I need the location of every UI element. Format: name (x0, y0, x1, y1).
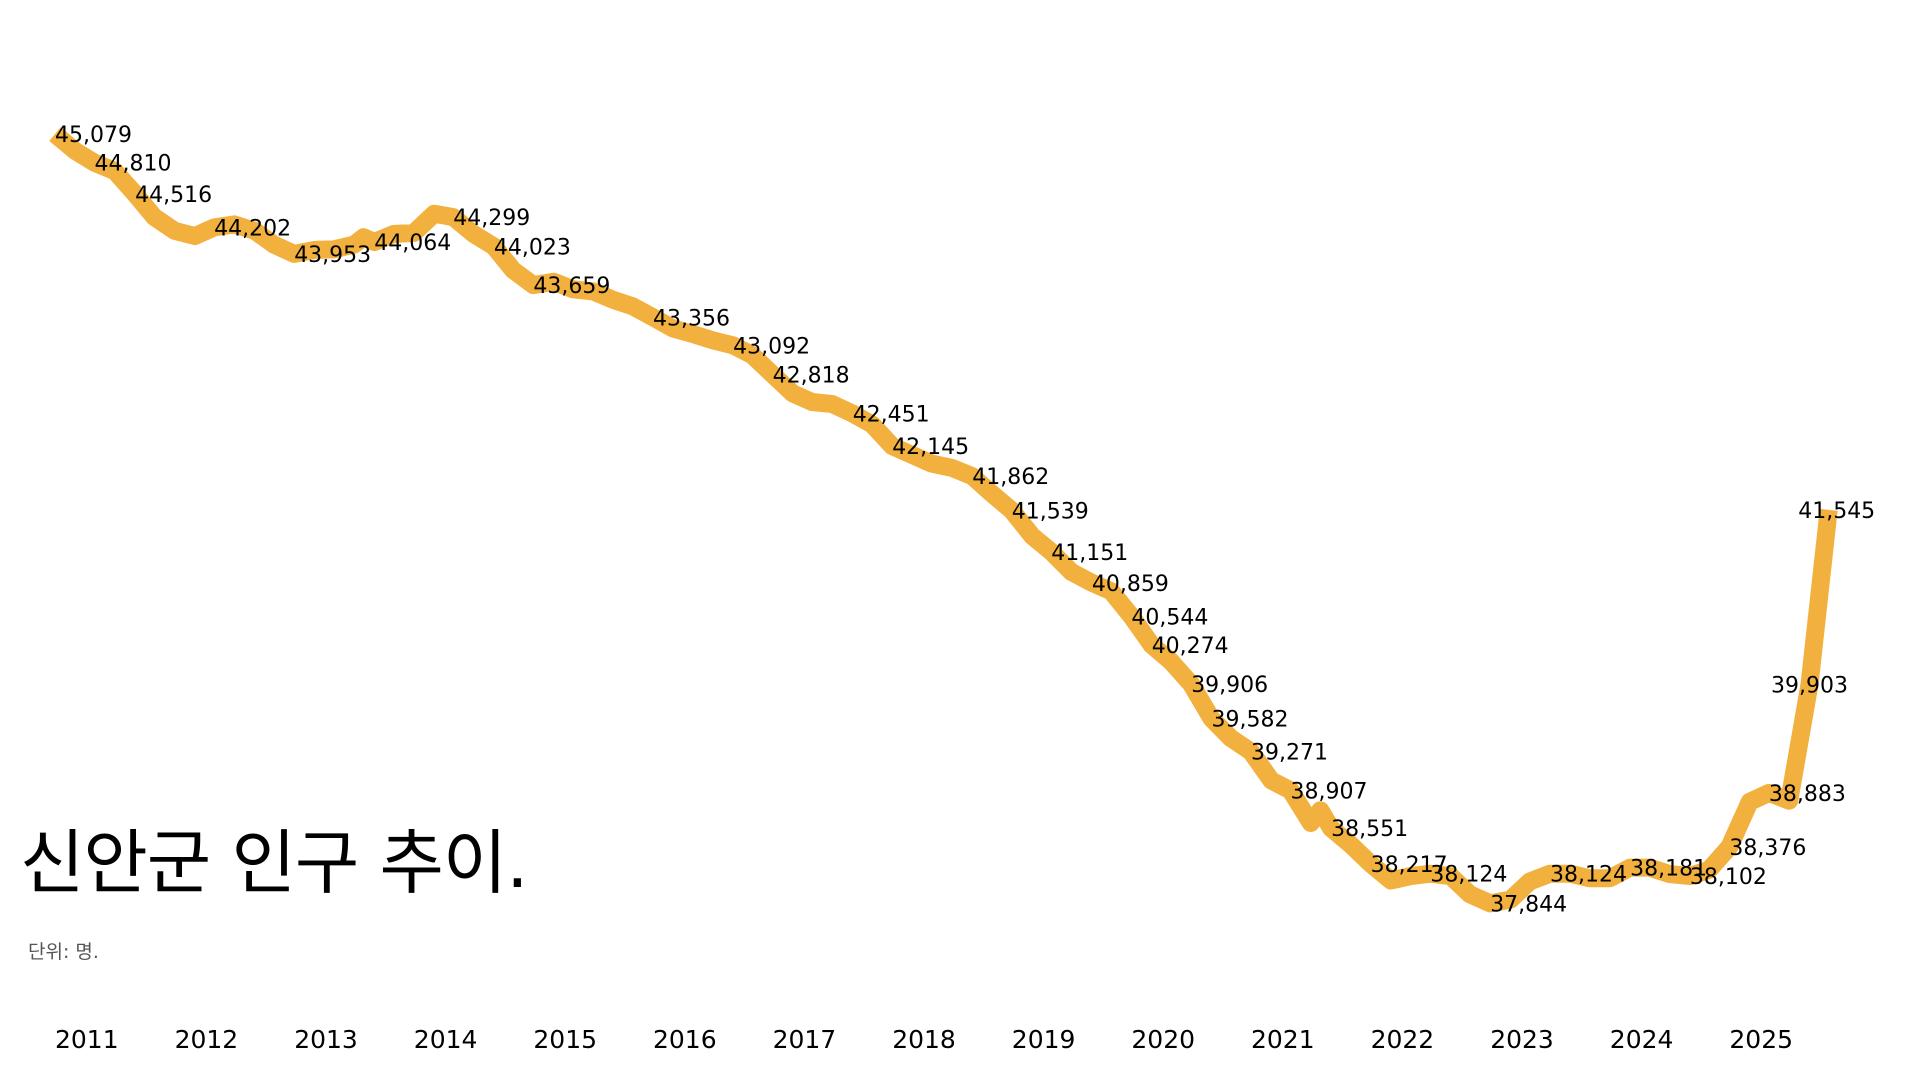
data-label: 38,217 (1371, 853, 1448, 878)
x-tick-label: 2020 (1131, 1025, 1195, 1054)
data-label: 39,271 (1251, 741, 1328, 766)
data-label: 38,907 (1291, 779, 1368, 804)
data-label: 40,859 (1092, 572, 1169, 597)
data-label: 39,906 (1191, 673, 1268, 698)
data-label: 43,092 (733, 334, 810, 359)
data-label: 38,102 (1690, 865, 1767, 890)
x-tick-label: 2013 (294, 1025, 358, 1054)
x-tick-label: 2019 (1012, 1025, 1076, 1054)
x-tick-label: 2011 (55, 1025, 119, 1054)
data-label: 44,202 (214, 216, 291, 241)
series-line-0 (49, 127, 1838, 913)
data-label: 45,079 (55, 123, 132, 148)
data-label: 43,659 (533, 274, 610, 299)
data-label: 43,953 (294, 243, 371, 268)
data-label: 42,818 (773, 364, 850, 389)
data-label: 41,545 (1798, 499, 1875, 524)
data-label: 44,299 (453, 206, 530, 231)
unit-note: 단위: 명. (28, 941, 99, 963)
x-tick-label: 2012 (175, 1025, 239, 1054)
x-tick-label: 2015 (533, 1025, 597, 1054)
data-label: 44,810 (95, 152, 172, 177)
data-label: 39,582 (1212, 708, 1289, 733)
data-label: 40,544 (1131, 605, 1208, 630)
data-label: 39,903 (1771, 674, 1848, 699)
data-label: 44,516 (135, 183, 212, 208)
data-label: 44,064 (374, 231, 451, 256)
data-label: 37,844 (1490, 892, 1567, 917)
data-label: 40,274 (1152, 634, 1229, 659)
data-label: 38,376 (1729, 836, 1806, 861)
x-tick-label: 2018 (892, 1025, 956, 1054)
x-tick-label: 2016 (653, 1025, 717, 1054)
data-label: 43,356 (653, 306, 730, 331)
data-label: 41,862 (972, 465, 1049, 490)
x-tick-label: 2022 (1371, 1025, 1435, 1054)
data-label: 38,883 (1769, 782, 1846, 807)
data-label: 41,151 (1051, 541, 1128, 566)
data-label: 38,551 (1331, 817, 1408, 842)
x-axis: 2011 2012 2013 2014 2015 2016 2017 2018 2019 2020… (55, 1025, 1793, 1054)
chart-title: 신안군 인구 추이. (20, 822, 529, 904)
x-tick-label: 2025 (1729, 1025, 1793, 1054)
x-tick-label: 2017 (773, 1025, 837, 1054)
x-tick-label: 2024 (1610, 1025, 1674, 1054)
line-layer (49, 127, 1838, 913)
data-label: 38,124 (1430, 863, 1507, 888)
data-label: 42,145 (892, 435, 969, 460)
x-tick-label: 2021 (1251, 1025, 1315, 1054)
data-label: 38,181 (1630, 857, 1707, 882)
x-tick-label: 2023 (1490, 1025, 1554, 1054)
data-label: 42,451 (853, 403, 930, 428)
data-label: 38,124 (1550, 863, 1627, 888)
data-label: 44,023 (494, 235, 571, 260)
data-label: 41,539 (1012, 500, 1089, 525)
x-tick-label: 2014 (414, 1025, 478, 1054)
